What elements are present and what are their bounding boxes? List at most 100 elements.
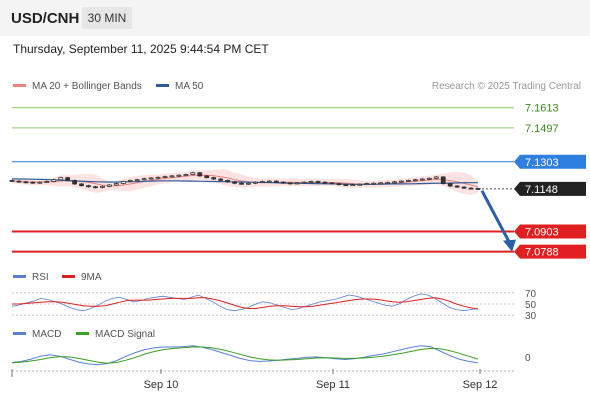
macd-signal-line xyxy=(11,346,479,364)
current-price-label: 7.1148 xyxy=(525,184,558,196)
legend-macd: MACD xyxy=(13,329,61,340)
candle-body xyxy=(280,181,286,184)
resistance-label: 7.1613 xyxy=(525,103,559,115)
candle-body xyxy=(93,186,98,189)
candle-body xyxy=(141,178,147,181)
candle-body xyxy=(475,188,481,190)
candle-body xyxy=(225,180,231,183)
legend-swatch xyxy=(13,331,26,335)
candle-body xyxy=(468,187,474,190)
candle-body xyxy=(51,179,57,182)
pivot-label: 7.1303 xyxy=(525,157,559,169)
candle-body xyxy=(148,177,154,180)
candle-body xyxy=(461,186,467,189)
candle-body xyxy=(204,175,210,179)
candle-body xyxy=(162,176,168,179)
current-price-tag xyxy=(514,181,586,196)
candle-body xyxy=(343,184,349,187)
candle-body xyxy=(9,180,15,182)
support-tag xyxy=(514,224,586,239)
support-tag xyxy=(514,244,586,259)
candle-body xyxy=(127,180,133,182)
candle-body xyxy=(350,184,356,187)
x-tick-label: Sep 11 xyxy=(316,379,350,391)
candle-body xyxy=(169,175,175,178)
candle-body xyxy=(134,179,140,182)
candle-body xyxy=(58,177,64,181)
candle-body xyxy=(16,180,22,183)
legend-label: MA 50 xyxy=(175,81,204,92)
macd-tick-label: 0 xyxy=(525,353,531,364)
candle-body xyxy=(364,183,370,185)
resistance-label: 7.1497 xyxy=(525,123,559,135)
support-label: 7.0788 xyxy=(525,247,559,259)
legend-ma50: MA 50 xyxy=(156,81,203,92)
rsi-tick-label: 50 xyxy=(525,300,537,311)
candle-body xyxy=(336,183,342,186)
candle-body xyxy=(392,181,397,184)
candle-body xyxy=(315,181,321,183)
pivot-tag xyxy=(514,154,586,169)
candle-body xyxy=(239,182,244,185)
x-tick-label: Sep 12 xyxy=(463,379,498,391)
rsi-9ma-line xyxy=(12,297,479,310)
candle-body xyxy=(406,180,411,182)
legend-swatch xyxy=(156,83,169,87)
candle-body xyxy=(72,180,77,185)
candle-body xyxy=(454,185,460,188)
candle-body xyxy=(308,181,314,183)
x-tick-label: Sep 10 xyxy=(144,379,179,391)
candle-body xyxy=(155,176,161,179)
legend-9ma: 9MA xyxy=(62,272,102,283)
candle-body xyxy=(113,183,119,186)
legend-label: 9MA xyxy=(81,272,102,283)
research-credit: Research © 2025 Trading Central xyxy=(431,81,581,92)
rsi-tick-label: 30 xyxy=(525,311,537,322)
forecast-arrow-head xyxy=(503,239,516,252)
candle-body xyxy=(37,181,43,184)
candle-body xyxy=(447,183,453,187)
candle-body xyxy=(440,176,446,184)
timeframe-button[interactable]: 30 MIN xyxy=(82,7,132,29)
candle-body xyxy=(399,180,404,183)
candle-body xyxy=(259,181,265,183)
candle-body xyxy=(266,180,272,183)
rsi-tick-label: 70 xyxy=(525,289,537,300)
legend-label: MACD xyxy=(32,329,62,340)
candle-body xyxy=(322,181,328,184)
candle-body xyxy=(190,172,196,175)
candle-body xyxy=(246,182,251,185)
candle-body xyxy=(106,184,112,187)
candle-body xyxy=(65,177,71,181)
candle-body xyxy=(253,181,258,184)
legend-label: RSI xyxy=(32,272,49,283)
candle-body xyxy=(44,181,50,183)
legend-macd-signal: MACD Signal xyxy=(76,329,155,340)
legend-swatch xyxy=(62,274,75,278)
legend-label: MACD Signal xyxy=(95,329,156,340)
candle-body xyxy=(23,181,29,184)
legend-ma20-bollinger: MA 20 + Bollinger Bands xyxy=(13,81,142,92)
candle-body xyxy=(211,177,217,180)
legend-rsi: RSI xyxy=(13,272,49,283)
candle-body xyxy=(433,176,439,179)
candle-body xyxy=(378,182,384,185)
candle-body xyxy=(30,181,36,184)
symbol-title: USD/CNH xyxy=(11,10,80,27)
candle-body xyxy=(419,178,425,181)
candle-body xyxy=(301,181,307,184)
support-label: 7.0903 xyxy=(525,227,559,239)
candle-body xyxy=(329,182,335,185)
candle-body xyxy=(176,174,182,177)
candle-body xyxy=(120,181,126,184)
candle-body xyxy=(183,174,189,176)
datetime-label: Thursday, September 11, 2025 9:44:54 PM … xyxy=(13,42,269,56)
candle-body xyxy=(371,182,377,185)
candle-body xyxy=(426,177,432,180)
legend-swatch xyxy=(13,83,26,87)
candle-body xyxy=(100,185,105,188)
candle-body xyxy=(79,183,84,187)
legend-swatch xyxy=(13,274,26,278)
candle-body xyxy=(232,181,237,184)
candle-body xyxy=(385,182,390,184)
